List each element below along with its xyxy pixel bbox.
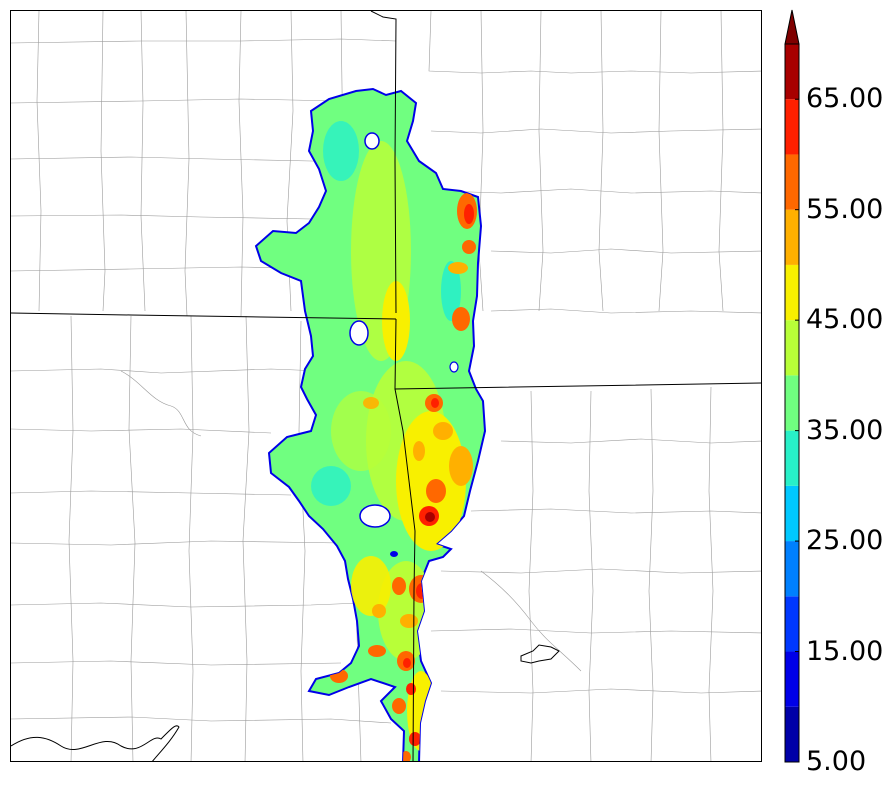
colorbar-tick-label: 55.00 bbox=[806, 193, 884, 225]
reflectivity-map bbox=[11, 11, 761, 761]
colorbar-segment bbox=[785, 264, 799, 321]
colorbar-segment bbox=[785, 99, 799, 155]
colorbar-tick-label: 65.00 bbox=[806, 83, 884, 115]
colorbar-segment bbox=[785, 541, 799, 597]
state-boundaries bbox=[11, 11, 761, 761]
map-panel bbox=[10, 10, 762, 762]
colorbar-tick-label: 15.00 bbox=[806, 635, 884, 667]
colorbar-segment bbox=[785, 320, 799, 376]
colorbar-tick-label: 35.00 bbox=[806, 414, 884, 446]
colorbar-segment bbox=[785, 44, 799, 100]
colorbar-segment bbox=[785, 430, 799, 486]
reflectivity-colorbar bbox=[784, 9, 800, 763]
colorbar-segment bbox=[785, 651, 799, 707]
colorbar-segment bbox=[785, 375, 799, 431]
colorbar-border bbox=[784, 43, 800, 763]
colorbar-segment bbox=[785, 209, 799, 265]
colorbar-segment bbox=[785, 706, 799, 762]
colorbar-tick-label: 45.00 bbox=[806, 304, 884, 336]
colorbar-segment bbox=[785, 485, 799, 542]
reflectivity-echo bbox=[254, 87, 487, 761]
colorbar-extend-arrow bbox=[784, 9, 800, 45]
colorbar-tick-label: 5.00 bbox=[806, 746, 867, 777]
colorbar-tick-label: 25.00 bbox=[806, 525, 884, 557]
colorbar-segment bbox=[785, 596, 799, 652]
colorbar-segment bbox=[785, 154, 799, 210]
